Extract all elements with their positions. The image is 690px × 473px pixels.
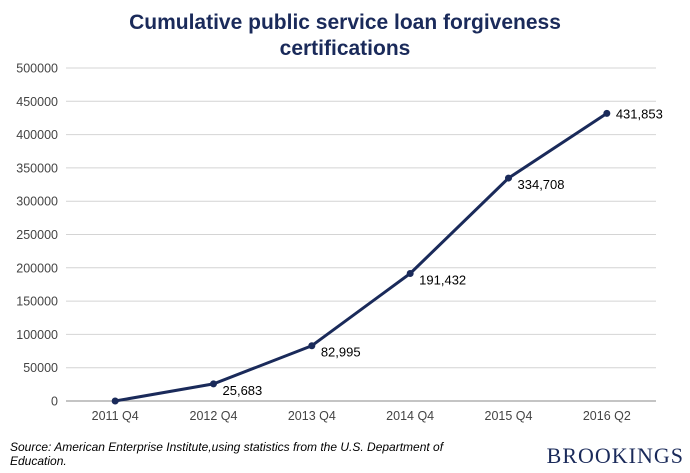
data-label: 82,995 (321, 345, 361, 360)
y-tick-label: 0 (51, 395, 58, 409)
y-tick-label: 500000 (16, 62, 58, 76)
data-label: 25,683 (223, 383, 263, 398)
series-line (114, 112, 608, 403)
y-tick-label: 100000 (16, 328, 58, 342)
chart-title: Cumulative public service loan forgivene… (0, 10, 690, 62)
y-tick-label: 50000 (23, 361, 58, 375)
data-point (406, 270, 414, 278)
data-point (505, 174, 512, 182)
data-label: 191,432 (419, 273, 466, 288)
y-tick-label: 350000 (16, 161, 58, 175)
data-point (603, 109, 611, 117)
x-tick-label: 2012 Q4 (190, 409, 238, 423)
data-label: 431,853 (616, 106, 663, 121)
brookings-logo: BROOKINGS (546, 443, 684, 468)
data-points (111, 109, 611, 405)
chart-title-line2: certifications (279, 37, 411, 60)
x-tick-label: 2014 Q4 (386, 409, 434, 423)
data-label: 334,708 (518, 177, 565, 192)
gridlines (66, 67, 656, 402)
y-tick-label: 150000 (16, 295, 58, 309)
x-tick-label: 2015 Q4 (485, 409, 533, 423)
x-tick-label: 2016 Q2 (583, 409, 631, 423)
data-labels: 25,683 82,995 191,432 334,708 431,853 (223, 106, 663, 398)
y-tick-label: 200000 (16, 261, 58, 275)
y-tick-label: 400000 (16, 128, 58, 142)
y-tick-label: 300000 (16, 195, 58, 209)
y-tick-label: 250000 (16, 228, 58, 242)
data-point (308, 342, 316, 350)
series-polyline (114, 112, 608, 403)
data-point (111, 397, 119, 405)
x-axis-ticks: 2011 Q4 2012 Q4 2013 Q4 2014 Q4 2015 Q4 2016 … (92, 409, 631, 423)
data-point (210, 380, 217, 388)
y-axis-ticks: 0 50000 100000 150000 200000 250000 300000 3500… (16, 62, 58, 409)
x-tick-label: 2011 Q4 (92, 409, 139, 423)
y-tick-label: 450000 (16, 95, 58, 109)
source-note: Source: American Enterprise Institute,us… (10, 440, 444, 468)
chart-title-line1: Cumulative public service loan forgivene… (129, 11, 561, 34)
x-tick-label: 2013 Q4 (288, 409, 336, 423)
